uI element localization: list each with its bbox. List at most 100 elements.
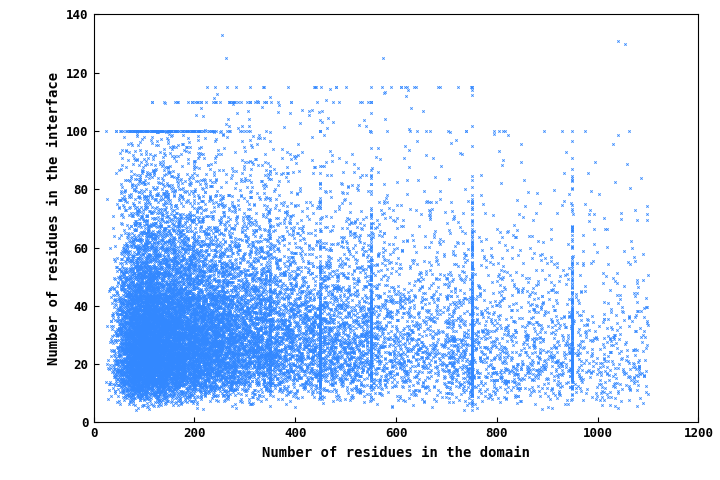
Point [199,331,211,338]
Point [176,271,188,278]
Point [184,384,195,391]
Point [111,331,122,338]
Point [161,288,173,295]
Point [161,339,172,347]
Point [507,300,518,308]
Point [197,301,209,309]
Point [117,291,128,299]
Point [189,382,200,390]
Point [127,344,138,351]
Point [155,298,166,305]
Point [150,380,161,387]
Point [153,356,164,364]
Point [179,373,190,381]
Point [145,270,157,278]
Point [129,343,140,351]
Point [370,334,382,342]
Point [176,363,187,371]
Point [187,364,199,372]
Point [238,336,250,344]
Point [567,367,578,375]
Point [180,330,192,337]
Point [151,183,163,191]
Point [148,168,159,176]
Point [264,352,276,360]
Point [212,312,223,320]
Point [146,377,158,385]
Point [164,272,176,280]
Point [154,220,166,228]
Point [260,296,271,303]
Point [132,348,143,356]
Point [189,317,201,325]
Point [192,322,204,329]
Point [177,285,189,293]
Point [145,351,156,359]
Point [134,371,145,379]
Point [470,318,482,326]
Point [121,312,132,319]
Point [152,128,163,136]
Point [167,285,179,292]
Point [138,270,150,278]
Point [192,328,203,336]
Point [141,351,153,359]
Point [159,400,171,408]
Point [140,338,152,346]
Point [238,386,249,394]
Point [265,322,276,330]
Point [171,98,182,106]
Point [472,315,483,323]
Point [222,348,234,356]
Point [145,232,157,240]
Point [135,221,146,228]
Point [379,372,390,380]
Point [167,167,179,175]
Point [160,382,171,390]
Point [351,384,362,392]
Point [163,280,175,288]
Point [204,182,216,190]
Point [184,316,196,324]
Point [212,329,223,337]
Point [356,363,368,371]
Point [230,257,241,264]
Point [134,244,145,252]
Point [224,322,235,329]
Point [218,310,230,318]
Point [203,349,215,357]
Point [153,174,164,182]
Point [449,251,461,259]
Point [192,365,203,372]
Point [466,225,477,233]
Point [140,344,151,352]
Point [583,366,595,374]
Point [356,368,368,376]
Point [334,291,346,299]
Point [381,307,392,315]
Point [144,267,156,275]
Point [183,280,194,288]
Point [365,247,377,255]
Point [132,339,143,347]
Point [199,240,211,248]
Point [189,326,200,334]
Point [157,351,168,359]
Point [158,328,169,336]
Point [145,257,156,265]
Point [410,322,422,329]
Point [136,301,148,309]
Point [121,268,132,276]
Point [315,330,326,338]
Point [336,360,348,368]
Point [488,380,500,388]
Point [440,367,451,374]
Point [252,313,264,321]
Point [120,390,132,397]
Point [143,346,155,354]
Point [294,306,305,314]
Point [148,372,159,380]
Point [228,275,240,282]
Point [151,358,163,366]
Point [127,323,139,330]
